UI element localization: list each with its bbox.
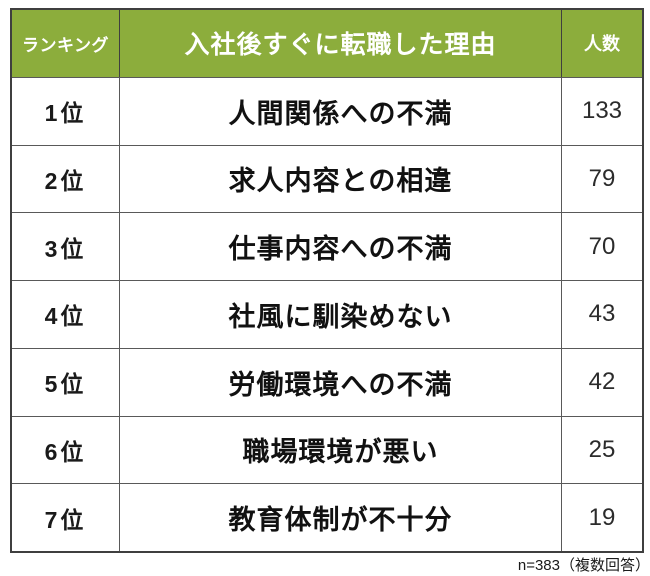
- rank-cell: 5位: [44, 371, 87, 398]
- reason-cell: 求人内容との相違: [119, 145, 561, 213]
- reason-cell: 教育体制が不十分: [119, 484, 561, 551]
- header-reason-label: 入社後すぐに転職した理由: [119, 10, 561, 77]
- rank-cell: 4位: [44, 303, 87, 330]
- rank-cell: 2位: [44, 167, 87, 194]
- table-header-row: ランキング 入社後すぐに転職した理由 人数: [12, 10, 642, 77]
- ranking-table: ランキング 入社後すぐに転職した理由 人数 1位 人間関係への不満 133 2位…: [10, 8, 644, 553]
- reason-cell: 仕事内容への不満: [119, 213, 561, 280]
- header-count-label: 人数: [561, 10, 642, 77]
- header-rank-label: ランキング: [22, 35, 109, 55]
- sample-size-note: n=383（複数回答）: [517, 557, 650, 574]
- rank-cell: 6位: [44, 438, 87, 465]
- table-row-3: 3位 仕事内容への不満 70: [12, 212, 642, 280]
- count-cell: 43: [561, 281, 642, 348]
- table-row-4: 4位 社風に馴染めない 43: [12, 280, 642, 348]
- reason-cell: 社風に馴染めない: [119, 281, 561, 348]
- table-row-1: 1位 人間関係への不満 133: [12, 76, 642, 145]
- table-row-6: 6位 職場環境が悪い 25: [12, 415, 642, 484]
- count-cell: 133: [561, 77, 642, 145]
- count-cell: 25: [561, 416, 642, 484]
- reason-cell: 労働環境への不満: [119, 348, 561, 416]
- table-row-7: 7位 教育体制が不十分 19: [12, 483, 642, 551]
- count-cell: 70: [561, 213, 642, 280]
- count-cell: 79: [561, 145, 642, 213]
- table-row-5: 5位 労働環境への不満 42: [12, 347, 642, 416]
- count-cell: 19: [561, 484, 642, 551]
- reason-cell: 人間関係への不満: [119, 77, 561, 145]
- rank-cell: 7位: [44, 506, 87, 533]
- table-row-2: 2位 求人内容との相違 79: [12, 144, 642, 213]
- rank-cell: 1位: [44, 100, 87, 127]
- rank-cell: 3位: [44, 235, 87, 262]
- reason-cell: 職場環境が悪い: [119, 416, 561, 484]
- count-cell: 42: [561, 348, 642, 416]
